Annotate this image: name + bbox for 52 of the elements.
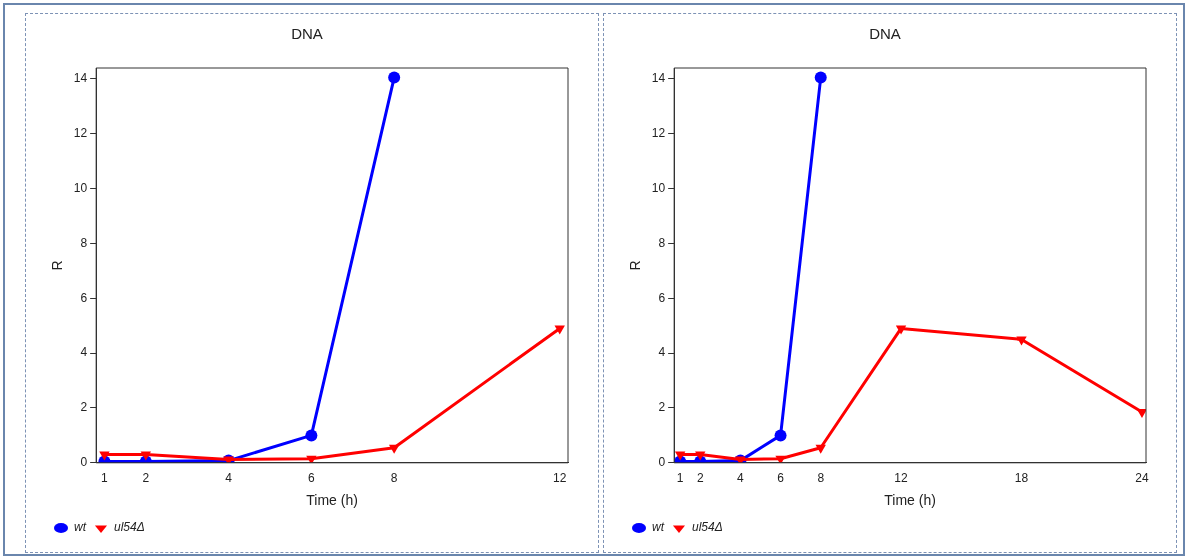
y-tick-label: 8 bbox=[658, 235, 666, 250]
y-tick-label: 8 bbox=[80, 235, 88, 250]
y-axis-title: R bbox=[49, 260, 66, 271]
y-tick-label: 4 bbox=[80, 345, 88, 360]
point bbox=[305, 429, 318, 442]
y-axis-title: R bbox=[627, 260, 644, 271]
y-tick-label: 6 bbox=[658, 290, 666, 305]
y-tick-label: 0 bbox=[658, 455, 666, 470]
y-tick-label: 0 bbox=[80, 455, 88, 470]
point bbox=[895, 325, 907, 335]
y-tick-label: 10 bbox=[73, 180, 88, 195]
point bbox=[774, 429, 787, 442]
x-tick-label: 2 bbox=[142, 471, 150, 486]
legend-label: ul54Δ bbox=[114, 520, 145, 535]
y-tick-label: 4 bbox=[658, 345, 666, 360]
point bbox=[1016, 336, 1027, 346]
x-axis-title: Time (h) bbox=[306, 492, 358, 509]
x-tick-label: 8 bbox=[817, 471, 825, 486]
x-tick-label: 8 bbox=[390, 471, 398, 486]
point bbox=[1136, 409, 1146, 419]
point bbox=[554, 325, 565, 335]
y-tick-label: 6 bbox=[80, 290, 88, 305]
x-axis-title: Time (h) bbox=[884, 492, 936, 509]
y-tick-label: 14 bbox=[651, 71, 666, 86]
x-tick-label: 6 bbox=[777, 471, 785, 486]
point bbox=[388, 71, 401, 84]
y-tick-label: 2 bbox=[658, 400, 666, 415]
y-tick-label: 12 bbox=[73, 126, 88, 141]
chart-title: DNA bbox=[869, 25, 901, 43]
legend-label: wt bbox=[652, 520, 665, 535]
point bbox=[815, 444, 826, 454]
x-tick-label: 24 bbox=[1135, 471, 1149, 486]
point bbox=[814, 71, 827, 84]
x-tick-label: 18 bbox=[1014, 471, 1029, 486]
x-tick-label: 2 bbox=[696, 471, 704, 486]
x-tick-label: 1 bbox=[101, 471, 109, 486]
x-tick-label: 12 bbox=[553, 471, 567, 486]
legend-label: wt bbox=[74, 520, 87, 535]
y-tick-label: 14 bbox=[73, 71, 88, 86]
x-tick-label: 6 bbox=[308, 471, 316, 486]
point bbox=[306, 455, 317, 463]
x-tick-label: 1 bbox=[676, 471, 684, 486]
point bbox=[775, 455, 786, 463]
y-tick-label: 10 bbox=[651, 180, 666, 195]
y-tick-label: 12 bbox=[651, 126, 666, 141]
y-tick-label: 2 bbox=[80, 400, 88, 415]
x-tick-label: 12 bbox=[894, 471, 909, 486]
x-tick-label: 4 bbox=[225, 471, 233, 486]
legend-label: ul54Δ bbox=[692, 520, 723, 535]
point bbox=[388, 444, 400, 454]
x-tick-label: 4 bbox=[737, 471, 745, 486]
chart-title: DNA bbox=[291, 25, 323, 43]
